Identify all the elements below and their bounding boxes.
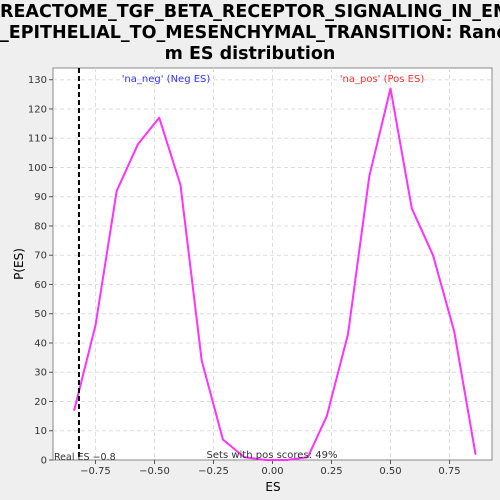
data-point [200,359,203,362]
x-tick-label: 0.25 [320,466,342,477]
data-point [307,456,309,458]
chart-title-line-3: m ES distribution [164,44,336,64]
y-axis-label: P(ES) [12,248,26,280]
real-es-label: Real ES −0.8 [54,452,116,463]
x-axis-label: ES [265,480,280,494]
y-tick-label: 20 [34,397,47,408]
data-point [285,459,288,461]
y-tick-label: 120 [28,104,47,115]
data-point [347,333,349,336]
x-tick-label: 0.00 [261,466,283,477]
data-point [137,143,139,145]
chart-title-line-1: REACTOME_TGF_BETA_RECEPTOR_SIGNALING_IN_… [0,2,500,22]
chart-title: REACTOME_TGF_BETA_RECEPTOR_SIGNALING_IN_… [0,2,500,65]
y-tick-label: 30 [34,368,47,379]
data-point [432,254,434,257]
pos-es-label: 'na_pos' (Pos ES) [340,74,425,85]
y-tick-label: 0 [41,456,47,467]
data-point [73,409,76,412]
y-tick-label: 10 [34,426,47,437]
data-point [115,190,118,192]
y-tick-label: 40 [34,338,47,349]
data-point [368,175,371,178]
grid-lines [53,68,492,460]
y-tick-label: 90 [34,192,47,203]
data-point [325,415,328,417]
data-point [389,87,392,90]
x-tick-label: 0.50 [379,466,401,477]
series-group [73,87,477,461]
es-distribution-line [73,87,477,461]
y-tick-label: 130 [28,75,47,86]
x-tick-label: 0.75 [438,466,460,477]
x-tick-label: −0.75 [80,466,111,477]
data-point [264,459,267,461]
data-point [94,324,97,327]
x-tick-label: −0.50 [139,466,170,477]
x-tick-label: −0.25 [198,466,229,477]
data-point [243,456,245,458]
data-point [453,330,456,333]
pos-scores-label: Sets with pos scores: 49% [207,450,338,461]
data-point [222,438,224,441]
data-point [179,184,182,186]
y-tick-label: 60 [34,280,47,291]
neg-es-label: 'na_neg' (Neg ES) [122,74,211,85]
y-tick-label: 70 [34,251,47,262]
y-tick-label: 50 [34,309,47,320]
chart-title-line-2: _EPITHELIAL_TO_MESENCHYMAL_TRANSITION: R… [0,23,500,43]
data-point [158,116,161,119]
y-tick-label: 110 [28,134,47,145]
y-tick-label: 80 [34,221,47,232]
data-point [410,207,413,210]
y-tick-label: 100 [28,163,47,174]
data-point [474,453,477,455]
axis-ticks: 0 10 20 30 40 50 60 70 80 90 100 110 120 130 −0.75 −0.5… [28,75,461,477]
